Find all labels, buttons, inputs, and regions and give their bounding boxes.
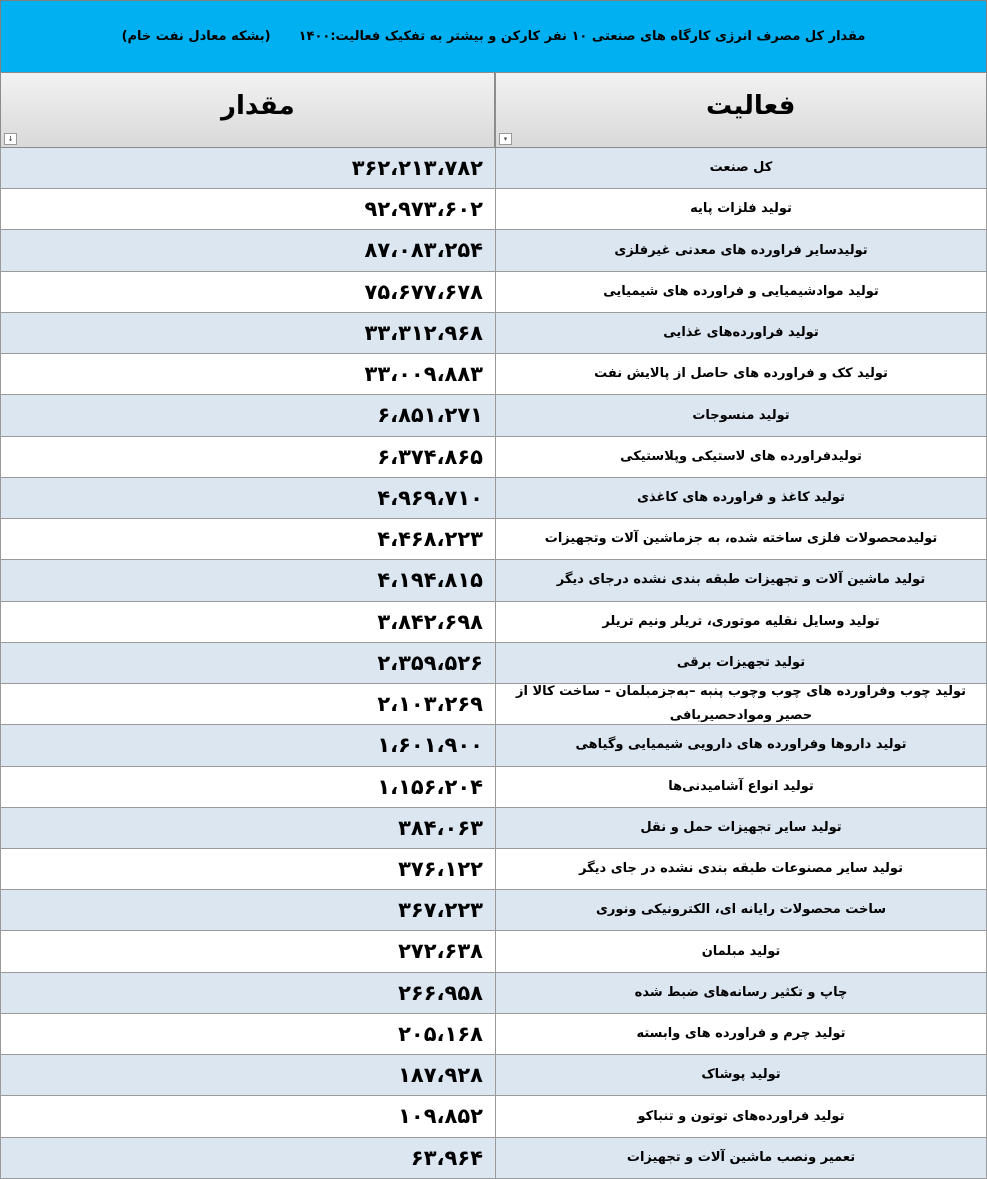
table-row: ۶۳،۹۶۴ تعمیر ونصب ماشین آلات و تجهیزات bbox=[0, 1137, 987, 1179]
table-row: ۳۶۲،۲۱۳،۷۸۲ کل صنعت bbox=[0, 148, 987, 190]
activity-cell: تولید چرم و فراورده های وابسته bbox=[495, 1013, 987, 1056]
activity-cell: تولید پوشاک bbox=[495, 1055, 987, 1097]
header-row: مقدار ↓ فعالیت ▾ bbox=[0, 72, 987, 148]
filter-button[interactable]: ↓ bbox=[4, 133, 17, 145]
activity-cell: ساخت محصولات رایانه ای، الکترونیکی ونوری bbox=[495, 890, 987, 932]
value-cell: ۴،۱۹۴،۸۱۵ bbox=[0, 560, 495, 602]
column-header: فعالیت bbox=[706, 91, 796, 121]
table-row: ۲،۱۰۳،۲۶۹ تولید چوب وفراورده های چوب وچوب… bbox=[0, 684, 987, 726]
table-row: ۱،۱۵۶،۲۰۴ تولید انواع آشامیدنی‌ها bbox=[0, 766, 987, 808]
value-cell: ۱،۱۵۶،۲۰۴ bbox=[0, 766, 495, 808]
value-cell: ۳،۸۴۲،۶۹۸ bbox=[0, 601, 495, 643]
header-cell: فعالیت ▾ bbox=[495, 72, 987, 148]
value-cell: ۷۵،۶۷۷،۶۷۸ bbox=[0, 271, 495, 313]
activity-cell: تولید وسایل نقلیه موتوری، تریلر ونیم تری… bbox=[495, 601, 987, 643]
table-row: ۹۲،۹۷۳،۶۰۲ تولید فلزات پایه bbox=[0, 189, 987, 231]
value-cell: ۱۰۹،۸۵۲ bbox=[0, 1096, 495, 1138]
table-row: ۳۳،۳۱۲،۹۶۸ تولید فراورده‌های غذایی bbox=[0, 312, 987, 355]
activity-cell: تولیدفراورده های لاستیکی وپلاستیکی bbox=[495, 436, 987, 478]
value-cell: ۶،۳۷۴،۸۶۵ bbox=[0, 436, 495, 478]
value-cell: ۹۲،۹۷۳،۶۰۲ bbox=[0, 189, 495, 231]
header-cell: مقدار ↓ bbox=[0, 72, 495, 148]
activity-cell: تولید انواع آشامیدنی‌ها bbox=[495, 766, 987, 808]
table-row: ۱۰۹،۸۵۲ تولید فراورده‌های توتون و تنباکو bbox=[0, 1096, 987, 1138]
activity-cell: تولید داروها وفراورده های دارویی شیمیایی… bbox=[495, 725, 987, 767]
value-cell: ۴،۴۶۸،۲۲۳ bbox=[0, 519, 495, 561]
value-cell: ۸۷،۰۸۳،۲۵۴ bbox=[0, 230, 495, 272]
value-cell: ۳۶۲،۲۱۳،۷۸۲ bbox=[0, 148, 495, 190]
unit: (بشکه معادل نفت خام) bbox=[121, 29, 271, 44]
title-bar: مقدار کل مصرف انرژی کارگاه های صنعتی ۱۰ … bbox=[0, 0, 987, 72]
activity-cell: تولید سایر تجهیزات حمل و نقل bbox=[495, 807, 987, 849]
value-cell: ۳۶۷،۲۲۳ bbox=[0, 890, 495, 932]
value-cell: ۳۳،۳۱۲،۹۶۸ bbox=[0, 312, 495, 355]
activity-cell: تولید چوب وفراورده های چوب وچوب پنبه –به… bbox=[495, 684, 987, 726]
value-cell: ۳۸۴،۰۶۳ bbox=[0, 807, 495, 849]
table-row: ۶،۸۵۱،۲۷۱ تولید منسوجات bbox=[0, 395, 987, 437]
table-row: ۳۶۷،۲۲۳ ساخت محصولات رایانه ای، الکترونیک… bbox=[0, 890, 987, 932]
value-cell: ۲،۱۰۳،۲۶۹ bbox=[0, 684, 495, 726]
table-row: ۲۰۵،۱۶۸ تولید چرم و فراورده های وابسته bbox=[0, 1013, 987, 1056]
activity-cell: تولید موادشیمیایی و فراورده های شیمیایی bbox=[495, 271, 987, 313]
value-cell: ۲۷۲،۶۳۸ bbox=[0, 931, 495, 973]
table-row: ۲،۳۵۹،۵۲۶ تولید تجهیزات برقی bbox=[0, 642, 987, 685]
activity-cell: کل صنعت bbox=[495, 148, 987, 190]
value-cell: ۶۳،۹۶۴ bbox=[0, 1137, 495, 1179]
value-cell: ۶،۸۵۱،۲۷۱ bbox=[0, 395, 495, 437]
table-row: ۳۸۴،۰۶۳ تولید سایر تجهیزات حمل و نقل bbox=[0, 807, 987, 849]
table-row: ۸۷،۰۸۳،۲۵۴ تولیدسایر فراورده های معدنی غی… bbox=[0, 230, 987, 272]
activity-cell: تولیدسایر فراورده های معدنی غیرفلزی bbox=[495, 230, 987, 272]
table-row: ۴،۱۹۴،۸۱۵ تولید ماشین آلات و تجهیزات طبقه… bbox=[0, 560, 987, 602]
activity-cell: تولید منسوجات bbox=[495, 395, 987, 437]
value-cell: ۳۷۶،۱۲۲ bbox=[0, 848, 495, 891]
table-row: ۴،۴۶۸،۲۲۳ تولیدمحصولات فلزی ساخته شده، به… bbox=[0, 519, 987, 561]
table-row: ۷۵،۶۷۷،۶۷۸ تولید موادشیمیایی و فراورده ها… bbox=[0, 271, 987, 313]
table-row: ۱۸۷،۹۲۸ تولید پوشاک bbox=[0, 1055, 987, 1097]
value-cell: ۱۸۷،۹۲۸ bbox=[0, 1055, 495, 1097]
table-row: ۳۷۶،۱۲۲ تولید سایر مصنوعات طبقه بندی نشده… bbox=[0, 848, 987, 891]
activity-cell: تولید تجهیزات برقی bbox=[495, 642, 987, 685]
activity-cell: تولید ماشین آلات و تجهیزات طبقه بندی نشد… bbox=[495, 560, 987, 602]
activity-cell: تعمیر ونصب ماشین آلات و تجهیزات bbox=[495, 1137, 987, 1179]
table-row: ۶،۳۷۴،۸۶۵ تولیدفراورده های لاستیکی وپلاست… bbox=[0, 436, 987, 478]
table-row: ۳،۸۴۲،۶۹۸ تولید وسایل نقلیه موتوری، تریلر… bbox=[0, 601, 987, 643]
table-row: ۱،۶۰۱،۹۰۰ تولید داروها وفراورده های داروی… bbox=[0, 725, 987, 767]
activity-cell: تولید فلزات پایه bbox=[495, 189, 987, 231]
value-cell: ۳۳،۰۰۹،۸۸۳ bbox=[0, 354, 495, 396]
value-cell: ۴،۹۶۹،۷۱۰ bbox=[0, 477, 495, 520]
column-header: مقدار bbox=[221, 91, 295, 121]
activity-cell: تولید کک و فراورده های حاصل از پالایش نف… bbox=[495, 354, 987, 396]
table-row: ۲۷۲،۶۳۸ تولید مبلمان bbox=[0, 931, 987, 973]
activity-cell: چاپ و تکثیر رسانه‌های ضبط شده bbox=[495, 972, 987, 1014]
table-row: ۴،۹۶۹،۷۱۰ تولید کاغذ و فراورده های کاغذی bbox=[0, 477, 987, 520]
value-cell: ۱،۶۰۱،۹۰۰ bbox=[0, 725, 495, 767]
activity-cell: تولید فراورده‌های توتون و تنباکو bbox=[495, 1096, 987, 1138]
table-body: ۳۶۲،۲۱۳،۷۸۲ کل صنعت ۹۲،۹۷۳،۶۰۲ تولید فلزات … bbox=[0, 148, 987, 1179]
activity-cell: تولید کاغذ و فراورده های کاغذی bbox=[495, 477, 987, 520]
activity-cell: تولید سایر مصنوعات طبقه بندی نشده در جای… bbox=[495, 848, 987, 891]
value-cell: ۲،۳۵۹،۵۲۶ bbox=[0, 642, 495, 685]
table-row: ۳۳،۰۰۹،۸۸۳ تولید کک و فراورده های حاصل از… bbox=[0, 354, 987, 396]
filter-button[interactable]: ▾ bbox=[499, 133, 512, 145]
activity-cell: تولید مبلمان bbox=[495, 931, 987, 973]
value-cell: ۲۶۶،۹۵۸ bbox=[0, 972, 495, 1014]
value-cell: ۲۰۵،۱۶۸ bbox=[0, 1013, 495, 1056]
activity-cell: تولید فراورده‌های غذایی bbox=[495, 312, 987, 355]
title: مقدار کل مصرف انرژی کارگاه های صنعتی ۱۰ … bbox=[298, 29, 866, 44]
table-row: ۲۶۶،۹۵۸ چاپ و تکثیر رسانه‌های ضبط شده bbox=[0, 972, 987, 1014]
activity-cell: تولیدمحصولات فلزی ساخته شده، به جزماشین … bbox=[495, 519, 987, 561]
